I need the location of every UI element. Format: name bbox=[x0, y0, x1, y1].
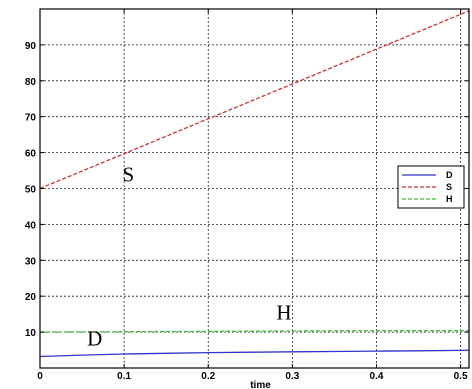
x-tick-label: 0.3 bbox=[285, 371, 299, 382]
legend-label-h: H bbox=[446, 194, 453, 204]
annotation-d: D bbox=[87, 326, 102, 350]
annotation-s: S bbox=[122, 162, 134, 186]
x-tick-label: 0.1 bbox=[117, 371, 131, 382]
x-axis-label: time bbox=[250, 380, 271, 389]
series-line-d bbox=[39, 349, 470, 358]
y-tick-label: 10 bbox=[25, 328, 37, 339]
y-tick-label: 80 bbox=[25, 77, 37, 88]
y-tick-label: 90 bbox=[25, 41, 37, 52]
series-line-s bbox=[39, 10, 470, 190]
legend-box bbox=[397, 165, 465, 209]
x-tick-label: 0.5 bbox=[454, 371, 468, 382]
legend-label-d: D bbox=[446, 170, 453, 180]
legend: DSH bbox=[397, 165, 465, 209]
y-tick-label: 70 bbox=[25, 113, 37, 124]
y-tick-label: 30 bbox=[25, 256, 37, 267]
x-tick-label: 0 bbox=[37, 371, 43, 382]
x-tick-label: 0.4 bbox=[370, 371, 384, 382]
tick-labels: 0 0.1 0.2 0.3 0.4 0.5 10 20 30 40 50 60 70 80 90 bbox=[25, 9, 469, 382]
y-tick-label: 60 bbox=[25, 149, 37, 160]
annotations: S H D bbox=[87, 162, 291, 350]
y-tick-label: 50 bbox=[25, 185, 37, 196]
legend-label-s: S bbox=[446, 182, 452, 192]
annotation-h: H bbox=[276, 301, 291, 325]
y-tick-label: 40 bbox=[25, 220, 37, 231]
series-line-h bbox=[39, 330, 469, 333]
x-tick-label: 0.2 bbox=[201, 371, 215, 382]
series-lines bbox=[39, 10, 470, 358]
y-tick-label: 20 bbox=[25, 292, 37, 303]
